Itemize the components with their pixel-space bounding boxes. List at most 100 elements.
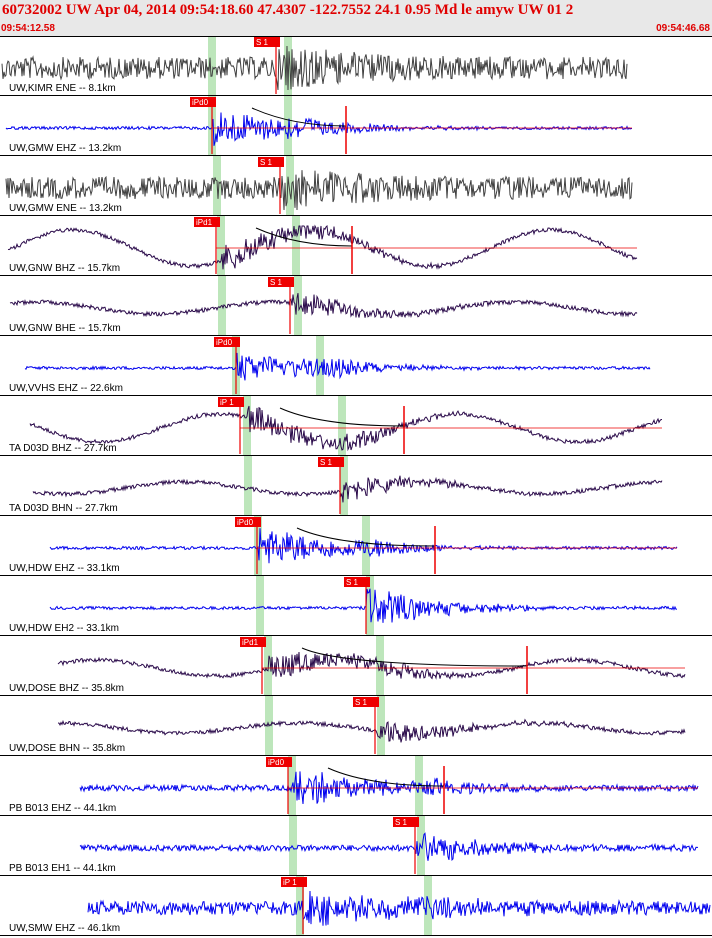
trace-row[interactable]: S 1 UW,HDW EH2 -- 33.1km [0, 576, 712, 636]
p-pick-window [244, 456, 252, 516]
pick-flag-box[interactable] [194, 217, 220, 227]
pick-flag-label: iP 1 [220, 398, 234, 407]
station-label: UW,GMW EHZ -- 13.2km [9, 143, 121, 154]
trace-row[interactable]: iPd1 UW,DOSE BHZ -- 35.8km [0, 636, 712, 696]
event-header: 60732002 UW Apr 04, 2014 09:54:18.60 47.… [0, 0, 712, 36]
waveform-trace [5, 170, 633, 211]
p-pick-window [289, 816, 297, 876]
pick-flag-box[interactable] [353, 697, 379, 707]
p-pick-window [256, 576, 264, 636]
waveform-trace [79, 771, 699, 805]
trace-row[interactable]: S 1 TA D03D BHN -- 27.7km [0, 456, 712, 516]
pick-flag-box[interactable] [190, 97, 216, 107]
trace-row[interactable]: S 1 UW,GMW ENE -- 13.2km [0, 156, 712, 216]
s-pick-window [338, 396, 346, 456]
event-title: 60732002 UW Apr 04, 2014 09:54:18.60 47.… [2, 2, 574, 18]
waveform-trace [57, 718, 686, 743]
waveform-trace [29, 405, 663, 452]
pick-flag-label: S 1 [260, 158, 273, 167]
waveform-trace [79, 832, 698, 862]
trace-row[interactable]: iPd1 UW,GNW BHZ -- 15.7km [0, 216, 712, 276]
coda-fit-curve [255, 227, 353, 247]
pick-flag-label: iPd0 [216, 338, 233, 347]
trace-row[interactable]: iPd0 UW,VVHS EHZ -- 22.6km [0, 336, 712, 396]
station-label: TA D03D BHZ -- 27.7km [9, 443, 117, 454]
pick-flag-label: S 1 [320, 458, 333, 467]
p-pick-window [217, 216, 225, 276]
station-label: UW,HDW EHZ -- 33.1km [9, 563, 120, 574]
station-label: UW,SMW EHZ -- 46.1km [9, 923, 120, 934]
time-start-label: 09:54:12.58 [1, 23, 55, 34]
station-label: UW,KIMR ENE -- 8.1km [9, 83, 116, 94]
seismogram-canvas[interactable]: S 1 UW,KIMR ENE -- 8.1km iPd0 UW,GMW EHZ --… [0, 36, 712, 938]
pick-flag-box[interactable] [266, 757, 292, 767]
trace-row[interactable]: iPd0 UW,GMW EHZ -- 13.2km [0, 96, 712, 156]
pick-flag-label: S 1 [355, 698, 368, 707]
pick-flag-box[interactable] [235, 517, 261, 527]
s-pick-window [286, 156, 294, 216]
waveform-trace [24, 352, 651, 381]
station-label: UW,DOSE BHZ -- 35.8km [9, 683, 124, 694]
pick-flag-label: iPd1 [242, 638, 259, 647]
pick-flag-label: iPd0 [192, 98, 209, 107]
pick-flag-box[interactable] [218, 397, 244, 407]
station-label: UW,GNW BHZ -- 15.7km [9, 263, 120, 274]
s-pick-window [377, 696, 385, 756]
pick-flag-label: iPd1 [196, 218, 213, 227]
station-label: UW,GNW BHE -- 15.7km [9, 323, 121, 334]
waveform-trace [7, 224, 638, 270]
pick-flag-label: iPd0 [268, 758, 285, 767]
s-pick-window [294, 276, 302, 336]
coda-fit-curve [296, 527, 436, 547]
station-label: UW,HDW EH2 -- 33.1km [9, 623, 119, 634]
trace-row[interactable]: S 1 UW,DOSE BHN -- 35.8km [0, 696, 712, 756]
s-pick-window [366, 576, 374, 636]
station-label: UW,GMW ENE -- 13.2km [9, 203, 122, 214]
trace-row[interactable]: iP 1 TA D03D BHZ -- 27.7km [0, 396, 712, 456]
pick-flag-box[interactable] [258, 157, 284, 167]
waveform-trace [32, 475, 663, 503]
station-label: PB B013 EH1 -- 44.1km [9, 863, 116, 874]
pick-flag-box[interactable] [268, 277, 294, 287]
trace-row[interactable]: S 1 UW,GNW BHE -- 15.7km [0, 276, 712, 336]
pick-flag-label: iPd0 [237, 518, 254, 527]
waveform-trace [1, 45, 628, 91]
trace-row[interactable]: iPd0 UW,HDW EHZ -- 33.1km [0, 516, 712, 576]
pick-flag-box[interactable] [214, 337, 240, 347]
pick-flag-box[interactable] [240, 637, 266, 647]
s-pick-window [284, 96, 292, 156]
time-end-label: 09:54:46.68 [656, 23, 710, 34]
coda-fit-curve [327, 767, 445, 787]
trace-row[interactable]: S 1 PB B013 EH1 -- 44.1km [0, 816, 712, 876]
p-pick-window [208, 36, 216, 96]
trace-row[interactable]: S 1 UW,KIMR ENE -- 8.1km [0, 36, 712, 96]
s-pick-window [292, 216, 300, 276]
coda-fit-curve [279, 407, 405, 427]
waveform-trace [49, 528, 678, 564]
pick-flag-label: S 1 [256, 38, 269, 47]
waveform-trace [87, 890, 711, 926]
pick-flag-box[interactable] [344, 577, 370, 587]
station-label: PB B013 EHZ -- 44.1km [9, 803, 116, 814]
pick-flag-box[interactable] [281, 877, 307, 887]
station-label: UW,VVHS EHZ -- 22.6km [9, 383, 123, 394]
waveform-trace [49, 588, 678, 623]
coda-fit-curve [301, 647, 528, 667]
pick-flag-label: iP 1 [283, 878, 297, 887]
waveform-trace [5, 112, 633, 146]
waveform-trace [57, 651, 686, 680]
trace-row[interactable]: iPd0 PB B013 EHZ -- 44.1km [0, 756, 712, 816]
pick-flag-label: S 1 [395, 818, 408, 827]
p-pick-window [254, 516, 262, 576]
p-pick-window [243, 396, 251, 456]
pick-flag-box[interactable] [393, 817, 419, 827]
s-pick-window [424, 876, 432, 936]
seismogram-panel[interactable]: S 1 UW,KIMR ENE -- 8.1km iPd0 UW,GMW EHZ --… [0, 36, 712, 938]
pick-flag-box[interactable] [254, 37, 280, 47]
coda-fit-curve [251, 107, 347, 127]
trace-row[interactable]: iP 1 UW,SMW EHZ -- 46.1km [0, 876, 712, 936]
pick-flag-label: S 1 [270, 278, 283, 287]
station-label: TA D03D BHN -- 27.7km [9, 503, 118, 514]
s-pick-window [284, 36, 292, 96]
pick-flag-box[interactable] [318, 457, 344, 467]
